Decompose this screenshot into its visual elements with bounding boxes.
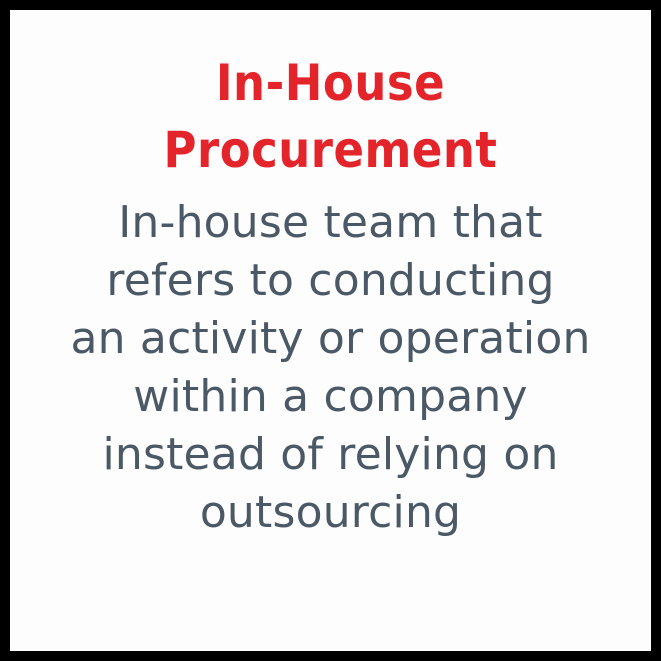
description-line-2: refers to conducting [106,255,555,306]
definition-card: In-House Procurement In-house team that … [10,10,651,651]
card-title: In-House Procurement [10,50,651,184]
description-line-5: instead of relying on [102,429,559,480]
card-description: In-house team that refers to conducting … [10,194,651,542]
title-line-2: Procurement [163,121,498,179]
description-line-3: an activity or operation [70,313,591,364]
title-line-1: In-House [215,54,446,112]
description-line-4: within a company [133,371,528,422]
description-line-6: outsourcing [199,487,462,538]
description-line-1: In-house team that [118,197,543,248]
